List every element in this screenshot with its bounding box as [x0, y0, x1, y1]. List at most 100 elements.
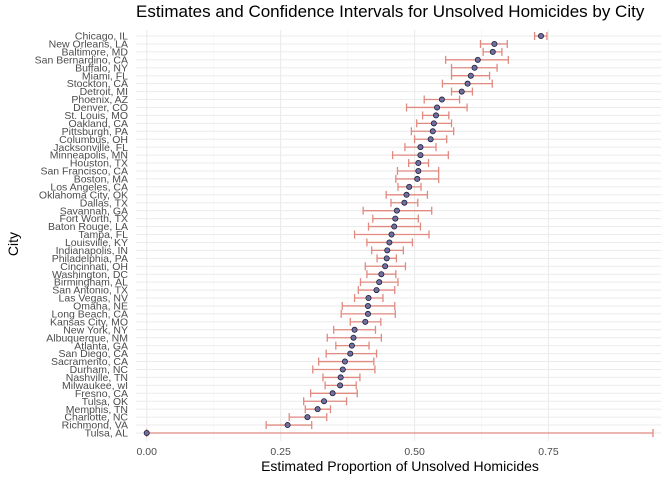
point-estimate — [365, 295, 372, 302]
point-estimate — [491, 40, 498, 47]
point-estimate — [458, 88, 465, 95]
y-tick-label: Durham, NC — [70, 364, 129, 376]
y-tick-label: Los Angeles, CA — [50, 181, 128, 193]
y-tick-label: Indianapolis, IN — [56, 245, 128, 257]
point-estimate — [415, 167, 422, 174]
y-tick-label: San Bernardino, CA — [35, 54, 128, 66]
y-tick-label: Oakland, CA — [68, 118, 128, 130]
y-tick-label: Louisville, KY — [65, 237, 128, 249]
point-estimate — [464, 80, 471, 87]
point-estimate — [471, 64, 478, 71]
point-estimate — [538, 33, 545, 40]
y-tick-label: Minneapolis, MN — [50, 150, 128, 162]
point-estimate — [364, 310, 371, 317]
point-estimate — [321, 398, 328, 405]
point-estimate — [429, 128, 436, 135]
chart-title: Estimates and Confidence Intervals for U… — [136, 2, 645, 21]
point-estimate — [393, 207, 400, 214]
y-tick-label: Baton Rouge, LA — [48, 221, 128, 233]
y-tick-label: Tulsa, AL — [85, 428, 129, 440]
point-estimate — [384, 247, 391, 254]
y-tick-label: Long Beach, CA — [52, 309, 128, 321]
point-estimate — [378, 271, 385, 278]
y-tick-label: San Diego, CA — [59, 348, 128, 360]
y-tick-label: Savannah, GA — [60, 205, 128, 217]
y-tick-label: Omaha, NE — [73, 301, 128, 313]
y-tick-label: Boston, MA — [74, 174, 128, 186]
point-estimate — [392, 215, 399, 222]
y-tick-label: Richmond, VA — [62, 420, 128, 432]
y-tick-label: Las Vegas, NV — [59, 293, 128, 305]
y-tick-label: Tulsa, OK — [82, 396, 128, 408]
point-estimate — [348, 342, 355, 349]
point-estimate — [474, 56, 481, 63]
point-estimate — [391, 223, 398, 230]
point-estimate — [427, 136, 434, 143]
point-estimate — [351, 326, 358, 333]
point-estimate — [489, 48, 496, 55]
point-estimate — [417, 144, 424, 151]
point-estimate — [347, 350, 354, 357]
y-tick-label: Kansas City, MO — [50, 316, 128, 328]
point-estimate — [388, 231, 395, 238]
y-tick-label: Philadelphia, PA — [52, 253, 128, 265]
y-tick-label: Oklahoma City, OK — [39, 189, 128, 201]
y-tick-label: Sacramento, CA — [51, 356, 128, 368]
y-tick-label: Tampa, FL — [78, 229, 128, 241]
point-estimates — [143, 33, 545, 436]
point-estimate — [467, 72, 474, 79]
y-tick-label: Cincinnati, OH — [60, 261, 128, 273]
y-tick-label: Phoenix, AZ — [71, 94, 128, 106]
point-estimate — [403, 191, 410, 198]
point-estimate — [350, 334, 357, 341]
y-tick-label: Milwaukee, wI — [62, 380, 128, 392]
point-estimate — [406, 183, 413, 190]
y-tick-label: Fresno, CA — [75, 388, 128, 400]
minor-gridlines — [213, 30, 482, 441]
point-estimate — [337, 374, 344, 381]
point-estimate — [438, 96, 445, 103]
y-tick-label: San Antonio, TX — [52, 285, 128, 297]
x-tick-label: 0.75 — [538, 446, 559, 458]
point-estimate — [382, 263, 389, 270]
point-estimate — [386, 239, 393, 246]
point-estimate — [376, 279, 383, 286]
x-tick-label: 0.00 — [136, 446, 157, 458]
y-tick-label: Atlanta, GA — [74, 340, 128, 352]
y-tick-label: Baltimore, MD — [61, 46, 128, 58]
y-tick-label: Buffalo, NY — [75, 62, 128, 74]
y-tick-label: Dallas, TX — [80, 197, 128, 209]
point-estimate — [284, 422, 291, 429]
point-estimate — [337, 382, 344, 389]
x-tick-label: 0.50 — [404, 446, 425, 458]
y-tick-label: Nashville, TN — [66, 372, 128, 384]
x-tick-label: 0.25 — [270, 446, 291, 458]
point-estimate — [414, 175, 421, 182]
y-tick-label: Miami, FL — [82, 70, 128, 82]
y-tick-label: Chicago, IL — [75, 31, 128, 43]
x-axis-label: Estimated Proportion of Unsolved Homicid… — [261, 458, 539, 474]
y-tick-label: Columbus, OH — [59, 134, 128, 146]
major-gridlines — [136, 30, 661, 441]
point-estimate — [143, 429, 150, 436]
y-tick-label: Jacksonville, FL — [53, 142, 128, 154]
y-tick-label: Pittsburgh, PA — [62, 126, 128, 138]
point-estimate — [314, 406, 321, 413]
point-estimate — [417, 152, 424, 159]
y-tick-label: Charlotte, NC — [64, 412, 128, 424]
y-tick-label: Birmingham, AL — [54, 277, 128, 289]
point-estimate — [434, 104, 441, 111]
y-tick-label: Fort Worth, TX — [60, 213, 128, 225]
y-tick-label: Denver, CO — [73, 102, 128, 114]
point-estimate — [415, 160, 422, 167]
y-tick-label: Houston, TX — [70, 158, 128, 170]
y-tick-label: Albuquerque, NM — [46, 332, 128, 344]
y-tick-label: Memphis, TN — [66, 404, 128, 416]
y-tick-label: San Francisco, CA — [40, 166, 128, 178]
y-tick-label: New Orleans, LA — [49, 39, 128, 51]
point-estimate — [364, 302, 371, 309]
point-estimate — [383, 255, 390, 262]
point-estimate — [373, 287, 380, 294]
y-tick-label: St. Louis, MO — [64, 110, 128, 122]
